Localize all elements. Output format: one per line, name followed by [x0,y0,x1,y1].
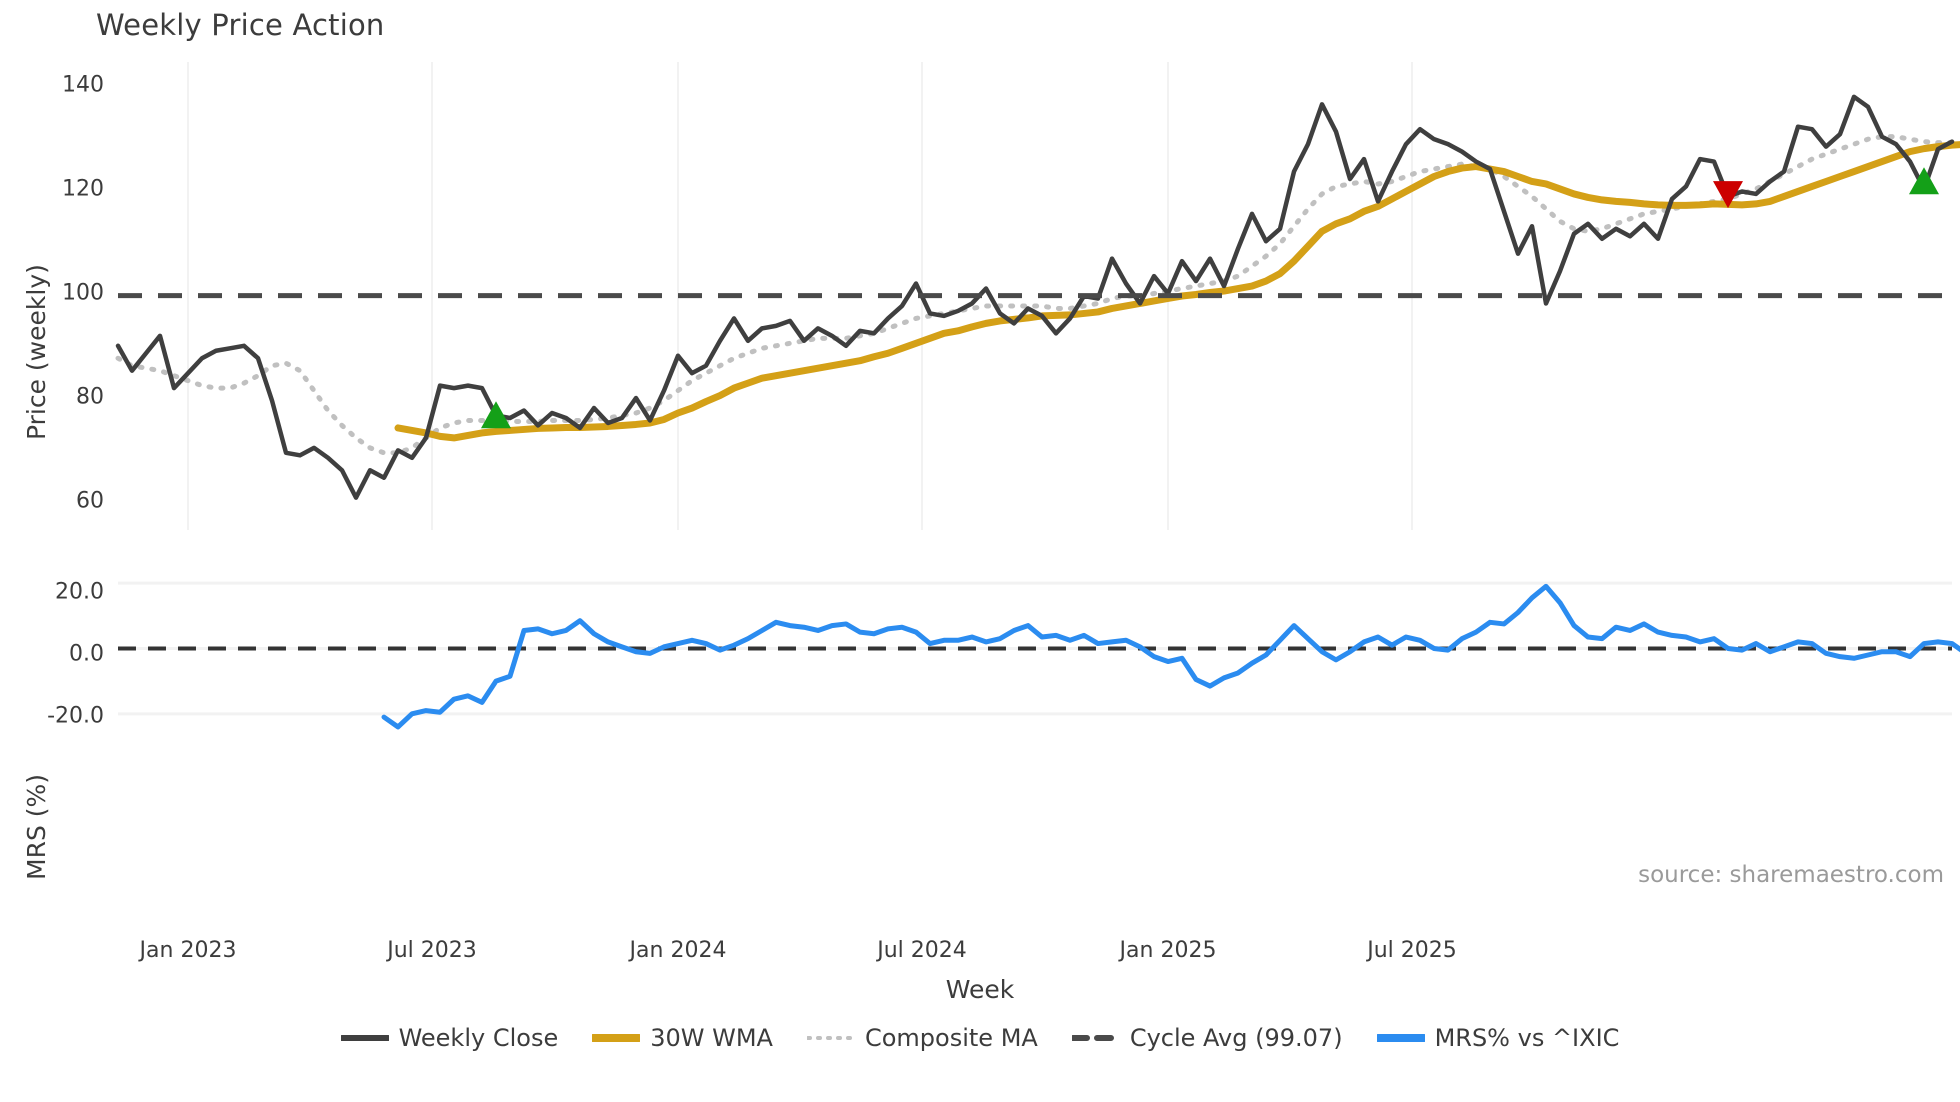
legend-item-30w-wma[interactable]: 30W WMA [592,1024,773,1052]
price-ytick-60: 60 [76,488,104,514]
legend-item-cycle-avg-99-07[interactable]: Cycle Avg (99.07) [1071,1024,1343,1052]
price-ytick-140: 140 [62,72,104,98]
buy-marker-2[interactable] [1909,167,1939,195]
series-30w-wma [394,141,1960,442]
legend-label: Composite MA [864,1024,1038,1052]
mrs-ytick-0: 0.0 [69,641,104,667]
xtick-jan-2024: Jan 2024 [629,938,727,963]
xtick-jan-2023: Jan 2023 [139,938,237,963]
legend-swatch-dashed-icon [1071,1029,1120,1047]
series-mrs-pct [381,583,1960,730]
buy-marker-0[interactable] [481,401,511,429]
legend-swatch-solid-icon [340,1029,389,1047]
legend-swatch-dotted-icon [806,1029,855,1047]
legend-label: 30W WMA [650,1024,773,1052]
price-ytick-120: 120 [62,176,104,202]
source-note: source: sharemaestro.com [1638,862,1944,888]
legend-label: Cycle Avg (99.07) [1129,1024,1343,1052]
series-weekly-close [115,94,1955,500]
chart-legend: Weekly Close 30W WMA Composite MA Cycle Avg… [0,1024,1960,1052]
xtick-jul-2025: Jul 2025 [1367,938,1457,963]
legend-swatch-solid-icon [592,1029,641,1047]
price-ytick-100: 100 [62,280,104,306]
page-title: Weekly Price Action [96,8,385,42]
legend-label: Weekly Close [398,1024,559,1052]
mrs-ytick-20: 20.0 [55,579,104,605]
legend-label: MRS% vs ^IXIC [1434,1024,1620,1052]
legend-item-mrs-vs-ixic[interactable]: MRS% vs ^IXIC [1376,1024,1620,1052]
xtick-jul-2023: Jul 2023 [387,938,477,963]
legend-item-weekly-close[interactable]: Weekly Close [340,1024,559,1052]
legend-swatch-solid-icon [1376,1029,1425,1047]
price-ytick-80: 80 [76,384,104,410]
xtick-jan-2025: Jan 2025 [1119,938,1217,963]
legend-item-composite-ma[interactable]: Composite MA [806,1024,1038,1052]
sell-marker-1[interactable] [1713,181,1743,209]
series-composite-ma [115,134,1955,456]
mrs-ytick-neg20: -20.0 [47,703,104,729]
xtick-jul-2024: Jul 2024 [877,938,967,963]
x-axis-label: Week [945,975,1015,1004]
